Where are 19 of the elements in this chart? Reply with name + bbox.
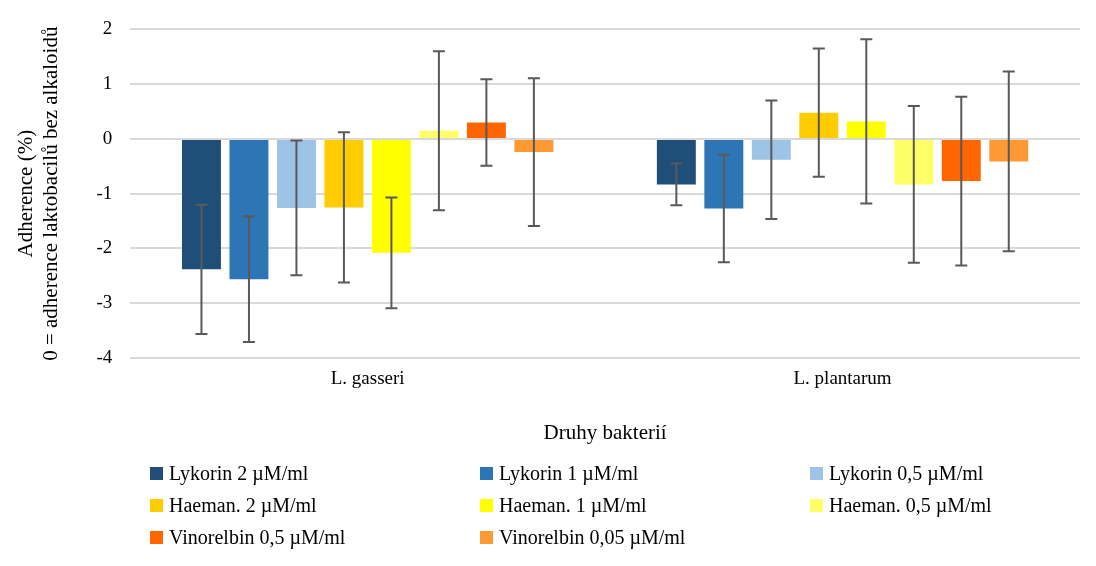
- x-tick-label: L. plantarum: [793, 367, 892, 389]
- y-tick-label: 0: [102, 126, 113, 148]
- legend-label: Haeman. 1 µM/ml: [499, 494, 647, 517]
- x-tick-label: L. gasseri: [330, 367, 405, 389]
- y-tick-label: 2: [102, 17, 113, 39]
- y-tick-label: -3: [96, 291, 113, 313]
- legend-label: Vinorelbin 0,5 µM/ml: [169, 526, 346, 549]
- legend-label: Haeman. 2 µM/ml: [169, 494, 317, 517]
- y-tick-label: -2: [96, 236, 113, 258]
- y-tick-label: -1: [96, 181, 113, 203]
- legend-label: Lykorin 1 µM/ml: [499, 462, 639, 485]
- legend-label: Lykorin 0,5 µM/ml: [829, 462, 984, 485]
- legend-label: Vinorelbin 0,05 µM/ml: [499, 526, 686, 549]
- x-axis-title: Druhy bakterií: [543, 419, 667, 444]
- legend-label: Lykorin 2 µM/ml: [169, 462, 309, 485]
- y-axis-title: Adherence (%) 0 = adherence laktobacilů bez alkaloidů: [13, 26, 63, 361]
- legend-label: Haeman. 0,5 µM/ml: [829, 494, 992, 517]
- y-tick-label: 1: [102, 72, 113, 94]
- y-tick-label: -4: [96, 345, 113, 367]
